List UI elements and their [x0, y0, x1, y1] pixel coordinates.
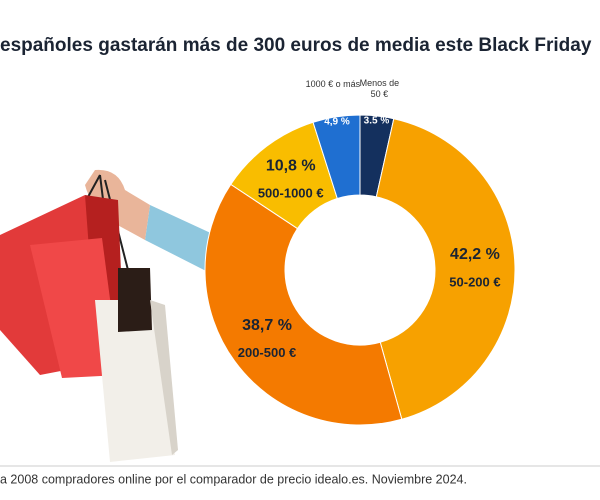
value-label: 10,8 %: [266, 157, 316, 174]
slice: [312, 114, 361, 200]
slice: [204, 183, 403, 426]
category-label: Menos de 50 €: [359, 78, 400, 100]
value-label: 3.5 %: [364, 116, 390, 127]
category-label: 1000 € o más: [305, 79, 361, 90]
chart-title: españoles gastarán más de 300 euros de m…: [0, 35, 592, 56]
slice: [375, 118, 516, 420]
category-label: 200-500 €: [238, 345, 297, 360]
category-label: 500-1000 €: [258, 186, 324, 201]
category-label: 50-200 €: [449, 274, 500, 289]
illustration: [0, 169, 215, 462]
value-label: 38,7 %: [242, 317, 292, 334]
value-label: 42,2 %: [450, 246, 500, 263]
value-label: 4,9 %: [324, 116, 350, 127]
footer-note: a 2008 compradores online por el compara…: [0, 472, 467, 486]
